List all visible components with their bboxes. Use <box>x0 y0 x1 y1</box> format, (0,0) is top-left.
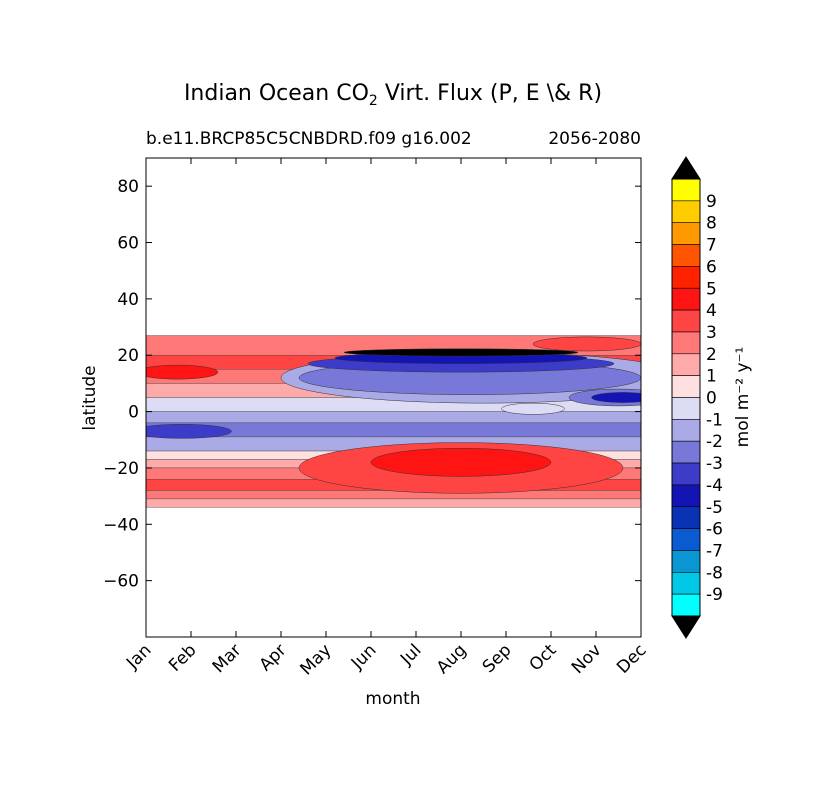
x-axis-label: month <box>365 689 420 709</box>
colorbar-swatch-5 <box>671 287 701 311</box>
colorbar-swatch-1 <box>671 200 701 224</box>
colorbar-swatch-18 <box>671 571 701 595</box>
chart-title: Indian Ocean CO2 Virt. Flux (P, E \& R) <box>184 81 602 109</box>
colorbar-tick-label-15: -6 <box>706 520 723 540</box>
colorbar-over-arrow <box>671 156 701 180</box>
colorbar-swatch-0 <box>671 178 701 202</box>
colorbar-swatch-8 <box>671 353 701 376</box>
contour-north-dark-core <box>343 348 579 357</box>
y-tick-label-1: 60 <box>117 234 139 254</box>
x-tick-label-dec: Dec <box>613 640 650 677</box>
colorbar-under-arrow <box>671 615 701 639</box>
colorbar-tick-label-6: 3 <box>706 323 717 343</box>
x-tick-label-mar: Mar <box>209 640 246 677</box>
colorbar-tick-label-13: -4 <box>706 476 723 496</box>
colorbar-swatch-12 <box>671 440 701 464</box>
colorbar-swatch-16 <box>671 528 701 551</box>
colorbar-tick-label-2: 7 <box>706 236 717 256</box>
x-tick-label-nov: Nov <box>568 640 606 678</box>
colorbar-swatch-11 <box>671 419 701 442</box>
colorbar-swatch-4 <box>671 266 701 289</box>
colorbar-tick-label-8: 1 <box>706 367 717 387</box>
colorbar-tick-label-16: -7 <box>706 541 723 561</box>
contour-ne-red-patch <box>532 336 641 352</box>
contour-nw-red-patch <box>146 364 219 380</box>
colorbar-label: mol m⁻² y⁻¹ <box>733 347 753 448</box>
colorbar-tick-label-11: -2 <box>706 432 723 452</box>
title-prefix: Indian Ocean CO <box>184 81 369 106</box>
colorbar-tick-label-17: -8 <box>706 563 723 583</box>
contour-band-13 <box>146 498 641 508</box>
colorbar-swatch-19 <box>671 593 701 617</box>
y-tick-label-6: −40 <box>103 515 139 535</box>
contour-band-5 <box>146 411 641 424</box>
colorbar-swatch-17 <box>671 550 701 573</box>
colorbar-tick-label-1: 8 <box>706 214 717 234</box>
colorbar-swatch-3 <box>671 244 701 267</box>
colorbar-tick-label-3: 6 <box>706 257 717 277</box>
colorbar-swatch-2 <box>671 222 701 245</box>
y-tick-label-5: −20 <box>103 459 139 479</box>
colorbar-tick-label-0: 9 <box>706 192 717 212</box>
colorbar-tick-label-4: 5 <box>706 279 717 299</box>
x-tick-label-oct: Oct <box>526 640 561 675</box>
title-subscript: 2 <box>369 93 378 109</box>
y-tick-label-0: 80 <box>117 177 139 197</box>
colorbar-swatch-14 <box>671 484 701 508</box>
contour-band-12 <box>146 490 641 500</box>
y-tick-label-2: 40 <box>117 290 139 310</box>
contour-south-red-core <box>370 447 552 477</box>
y-axis: 80 60 40 20 0 −20 −40 −60 <box>103 177 641 592</box>
title-suffix: Virt. Flux (P, E \& R) <box>378 81 602 106</box>
plot-area <box>146 335 641 508</box>
colorbar-tick-label-10: -1 <box>706 410 723 430</box>
y-tick-label-3: 20 <box>117 346 139 366</box>
colorbar-tick-label-5: 4 <box>706 301 717 321</box>
contour-east-blue-core <box>591 392 641 403</box>
colorbar-tick-label-14: -5 <box>706 498 723 518</box>
colorbar-tick-label-9: 0 <box>706 389 717 409</box>
contour-west-blue-core <box>146 424 232 439</box>
colorbar-tick-label-18: -9 <box>706 585 723 605</box>
subtitle-right: 2056-2080 <box>548 129 641 149</box>
plot-frame <box>145 157 642 638</box>
x-tick-label-sep: Sep <box>479 640 516 677</box>
x-tick-label-aug: Aug <box>433 640 471 678</box>
colorbar-swatch-9 <box>671 375 701 398</box>
y-tick-label-7: −60 <box>103 572 139 592</box>
colorbar-swatch-10 <box>671 397 701 420</box>
x-tick-label-jul: Jul <box>396 640 425 669</box>
x-tick-label-jan: Jan <box>122 640 155 673</box>
colorbar-swatch-15 <box>671 506 701 529</box>
x-tick-label-feb: Feb <box>165 640 200 675</box>
y-tick-label-4: 0 <box>128 403 139 423</box>
colorbar-frame <box>671 178 701 617</box>
colorbar-swatch-13 <box>671 462 701 486</box>
colorbar-swatch-7 <box>671 331 701 355</box>
x-tick-label-apr: Apr <box>256 640 291 675</box>
subtitle-left: b.e11.BRCP85C5CNBDRD.f09 g16.002 <box>146 129 472 149</box>
colorbar-tick-label-12: -3 <box>706 454 723 474</box>
y-axis-label: latitude <box>80 365 100 430</box>
x-tick-label-may: May <box>297 640 336 679</box>
x-tick-label-jun: Jun <box>347 640 381 674</box>
colorbar-swatch-6 <box>671 309 701 333</box>
colorbar-tick-label-7: 2 <box>706 345 717 365</box>
contour-oct-light-patch <box>501 402 565 415</box>
